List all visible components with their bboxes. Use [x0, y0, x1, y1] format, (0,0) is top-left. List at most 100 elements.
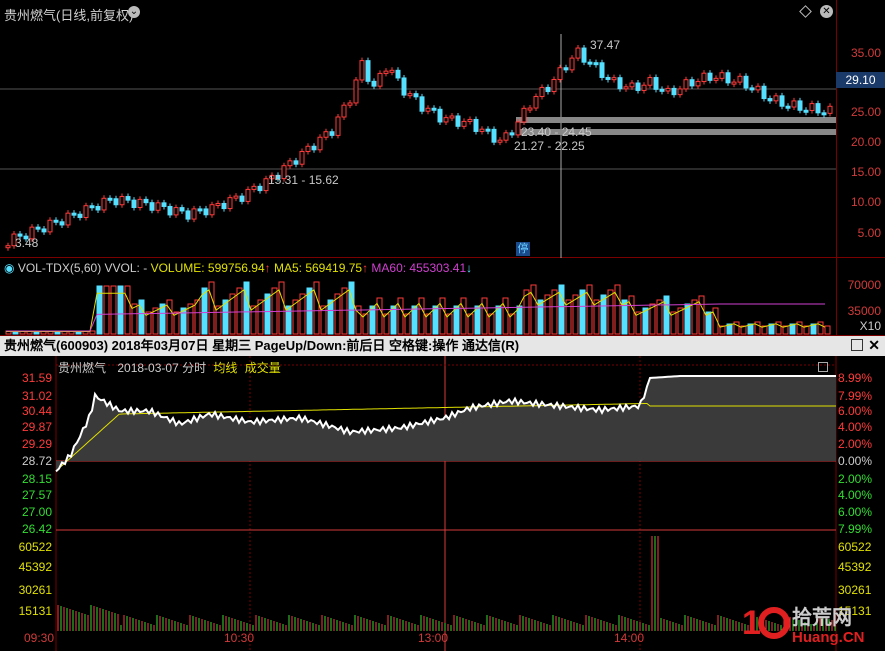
candle	[53, 219, 59, 223]
kline-title: 贵州燃气(日线,前复权)	[4, 8, 134, 23]
panel-toggle-icon[interactable]	[818, 362, 828, 372]
candle	[395, 69, 401, 79]
kline-price-axis: 35.00 25.00 20.00 15.00 10.00 5.00	[836, 0, 885, 258]
candle	[617, 77, 623, 90]
price-tick: 5.00	[857, 226, 881, 240]
volume-bar	[320, 305, 327, 335]
volume-bar	[460, 297, 467, 335]
minute-chart[interactable]	[0, 356, 885, 651]
volume-bar	[614, 284, 621, 335]
volume-panel[interactable]: ◉ VOL-TDX(5,60) VVOL: - VOLUME: 599756.9…	[0, 258, 885, 336]
vol-unit: X10	[859, 319, 881, 333]
candle	[221, 202, 227, 210]
kline-chart[interactable]	[0, 0, 836, 258]
chevron-down-icon[interactable]: ⌄	[128, 6, 140, 18]
volume-bar	[810, 323, 817, 335]
vol-tick: 35000	[847, 304, 881, 318]
candle	[95, 205, 101, 211]
volume-bar	[656, 299, 663, 335]
range-annotation-3: 21.27 - 22.25	[514, 139, 585, 153]
candle	[311, 145, 317, 151]
minute-window-header[interactable]: 贵州燃气(600903) 2018年03月07日 星期三 PageUp/Down…	[0, 336, 885, 356]
volume-bar	[691, 299, 698, 335]
volume-bar	[600, 294, 607, 335]
volume-bar	[537, 299, 544, 335]
time-label: 10:30	[224, 631, 255, 645]
volume-bar	[775, 321, 782, 335]
candle	[569, 57, 575, 71]
volume-legend-label[interactable]: 成交量	[244, 361, 281, 375]
candle	[563, 67, 569, 71]
avg-line-legend[interactable]: 均线	[213, 361, 238, 375]
circle-icon[interactable]: ◉	[4, 261, 15, 275]
candle	[587, 61, 593, 65]
kline-panel[interactable]: 贵州燃气(日线,前复权) ⌄ ✕ 37.47 3.48 15.31 - 15.6…	[0, 0, 885, 258]
candle	[551, 79, 557, 93]
ma60-value: MA60: 455303.41	[371, 261, 467, 275]
volume-bar	[362, 313, 369, 335]
candle	[773, 95, 779, 102]
candle	[11, 233, 17, 247]
low-annotation: 3.48	[15, 236, 39, 250]
volume-bar	[551, 289, 558, 335]
price-tick: 35.00	[850, 46, 881, 60]
volume-bar	[446, 313, 453, 335]
volume-bar	[397, 297, 404, 335]
candle	[275, 174, 281, 180]
volume-bar	[208, 281, 215, 335]
candle	[353, 79, 359, 104]
volume-bar	[579, 289, 586, 335]
candle	[647, 77, 653, 86]
candle	[797, 100, 803, 111]
candle	[815, 103, 821, 114]
price-tick: 27.57	[21, 488, 52, 502]
candle	[167, 205, 173, 216]
pct-tick: 0.00%	[838, 454, 873, 468]
close-icon[interactable]: ✕	[820, 5, 833, 18]
volume-tick: 15131	[18, 604, 52, 618]
candle	[29, 226, 35, 240]
candle	[257, 185, 263, 192]
volume-bar	[180, 307, 187, 335]
close-icon[interactable]: ✕	[868, 337, 880, 353]
volume-bar	[705, 311, 712, 335]
volume-bar	[684, 303, 691, 335]
candle	[623, 86, 629, 90]
volume-bar	[558, 284, 565, 335]
candle	[491, 128, 497, 143]
candle	[449, 115, 455, 119]
candle	[665, 87, 671, 92]
volume-bar	[572, 294, 579, 335]
candle	[521, 107, 527, 123]
candle	[425, 107, 431, 112]
candle	[557, 67, 563, 81]
candles-group	[5, 45, 833, 251]
candle	[779, 95, 785, 107]
candle	[683, 79, 689, 90]
candle	[725, 72, 731, 84]
candle	[299, 150, 305, 165]
volume-bar	[677, 307, 684, 335]
maximize-icon[interactable]	[851, 339, 863, 351]
volume-bar	[509, 313, 516, 335]
volume-bar	[117, 285, 124, 335]
volume-bar	[145, 311, 152, 335]
vol-indicator-name[interactable]: VOL-TDX(5,60)	[17, 261, 102, 275]
candle	[185, 210, 191, 220]
volume-bar	[103, 285, 110, 335]
volume-bar	[229, 293, 236, 335]
candle	[527, 107, 533, 111]
volume-bar	[201, 287, 208, 335]
candle	[701, 72, 707, 83]
pct-tick: 4.00%	[838, 488, 873, 502]
volume-bar	[243, 281, 250, 335]
volume-bar	[481, 297, 488, 335]
vvol-label: VVOL: -	[104, 261, 148, 275]
volume-chart	[5, 281, 831, 335]
volume-bar	[404, 313, 411, 335]
minute-panel[interactable]: 贵州燃气 2018-03-07 分时 均线 成交量 31.59 31.02 30.4…	[0, 356, 885, 651]
volume-value: VOLUME: 599756.94	[150, 261, 265, 275]
ma5-value: MA5: 569419.75	[273, 261, 363, 275]
candle	[767, 98, 773, 102]
candle	[455, 115, 461, 127]
